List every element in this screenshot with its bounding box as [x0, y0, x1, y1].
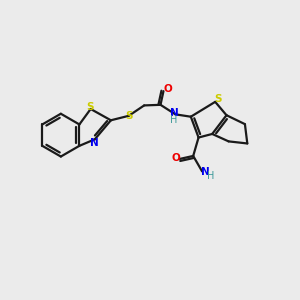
Text: H: H — [207, 171, 214, 181]
Text: S: S — [86, 102, 94, 112]
Text: N: N — [201, 167, 209, 177]
Text: S: S — [214, 94, 221, 104]
Text: O: O — [172, 153, 181, 163]
Text: N: N — [169, 108, 178, 118]
Text: S: S — [125, 111, 133, 121]
Text: H: H — [170, 115, 178, 125]
Text: N: N — [90, 138, 99, 148]
Text: O: O — [164, 84, 172, 94]
